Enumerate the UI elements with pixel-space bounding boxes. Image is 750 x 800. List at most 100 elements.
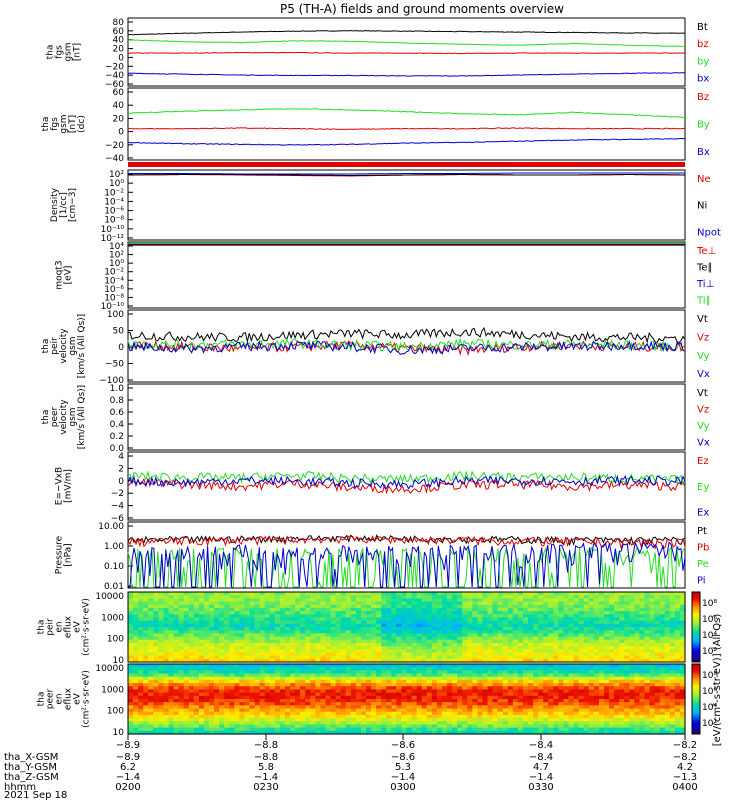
heatmap-cell — [477, 611, 484, 615]
heatmap-cell — [674, 636, 681, 641]
heatmap-cell — [163, 689, 170, 694]
heatmap-cell — [639, 598, 646, 603]
heatmap-cell — [406, 617, 413, 622]
heatmap-cell — [558, 724, 565, 729]
heatmap-cell — [416, 714, 423, 719]
heatmap-cell — [619, 595, 625, 599]
heatmap-cell — [421, 627, 428, 631]
heatmap-cell — [143, 617, 149, 622]
heatmap-cell — [609, 655, 615, 660]
heatmap-cell — [644, 686, 651, 691]
heatmap-cell — [138, 658, 144, 663]
heatmap-cell — [452, 673, 458, 678]
heatmap-cell — [528, 679, 534, 684]
heatmap-cell — [133, 708, 139, 713]
heatmap-cell — [593, 642, 600, 647]
heatmap-cell — [381, 695, 387, 700]
heatmap-cell — [431, 649, 438, 654]
heatmap-cell — [365, 658, 372, 663]
heatmap-cell — [340, 730, 347, 735]
heatmap-cell — [654, 620, 661, 625]
heatmap-cell — [340, 689, 347, 694]
heatmap-cell — [528, 711, 534, 716]
heatmap-cell — [249, 592, 256, 596]
heatmap-cell — [674, 639, 681, 644]
heatmap-cell — [193, 695, 200, 700]
heatmap-cell — [517, 692, 524, 697]
heatmap-cell — [133, 711, 139, 716]
heatmap-cell — [462, 592, 468, 596]
heatmap-cell — [295, 658, 301, 663]
heatmap-cell — [502, 614, 509, 619]
heatmap-cell — [214, 673, 220, 678]
heatmap-cell — [188, 601, 195, 606]
heatmap-cell — [649, 614, 656, 619]
heatmap-cell — [274, 724, 281, 729]
heatmap-cell — [310, 614, 316, 619]
heatmap-cell — [376, 617, 382, 622]
heatmap-cell — [649, 595, 656, 599]
heatmap-cell — [492, 714, 499, 719]
heatmap-cell — [269, 730, 276, 735]
heatmap-cell — [365, 639, 372, 644]
heatmap-cell — [128, 721, 134, 726]
heatmap-cell — [279, 730, 286, 735]
heatmap-cell — [664, 633, 671, 638]
heatmap-cell — [578, 636, 585, 641]
heatmap-cell — [441, 604, 448, 609]
heatmap-cell — [148, 673, 154, 678]
panel-frame — [127, 309, 686, 383]
heatmap-cell — [517, 636, 524, 641]
heatmap-cell — [533, 604, 539, 609]
heatmap-cell — [431, 642, 438, 647]
heatmap-cell — [391, 683, 397, 687]
heatmap-cell — [492, 611, 499, 615]
heatmap-cell — [543, 649, 549, 654]
heatmap-cell — [431, 702, 438, 706]
heatmap-cell — [401, 620, 408, 625]
heatmap-cell — [325, 649, 332, 654]
heatmap-cell — [295, 649, 301, 654]
heatmap-cell — [603, 633, 610, 638]
heatmap-cell — [209, 689, 215, 694]
heatmap-cell — [360, 721, 367, 726]
heatmap-cell — [290, 711, 296, 716]
heatmap-cell — [148, 711, 154, 716]
heatmap-cell — [619, 620, 625, 625]
heatmap-cell — [325, 639, 332, 644]
heatmap-cell — [219, 673, 225, 678]
heatmap-cell — [128, 655, 134, 660]
heatmap-cell — [624, 627, 630, 631]
heatmap-cell — [300, 705, 306, 710]
heatmap-cell — [335, 607, 342, 612]
heatmap-cell — [421, 695, 428, 700]
heatmap-cell — [538, 652, 544, 657]
heatmap-cell — [360, 670, 367, 675]
heatmap-cell — [447, 664, 453, 668]
heatmap-cell — [548, 692, 554, 697]
heatmap-cell — [447, 714, 453, 719]
heatmap-cell — [386, 658, 392, 663]
heatmap-cell — [634, 695, 641, 700]
heatmap-cell — [284, 727, 291, 732]
heatmap-cell — [325, 727, 332, 732]
heatmap-cell — [543, 595, 549, 599]
heatmap-cell — [234, 658, 240, 663]
heatmap-cell — [249, 689, 256, 694]
heatmap-cell — [153, 727, 159, 732]
heatmap-cell — [548, 627, 554, 631]
heatmap-cell — [173, 611, 180, 615]
heatmap-cell — [553, 655, 560, 660]
heatmap-cell — [290, 667, 296, 671]
heatmap-cell — [624, 601, 630, 606]
heatmap-cell — [674, 652, 681, 657]
heatmap-cell — [143, 708, 149, 713]
heatmap-cell — [269, 630, 276, 634]
heatmap-cell — [426, 699, 433, 703]
heatmap-cell — [254, 627, 261, 631]
heatmap-cell — [310, 676, 316, 681]
heatmap-cell — [269, 670, 276, 675]
ytick-label: 10⁻¹⁰ — [101, 302, 125, 312]
heatmap-cell — [603, 702, 610, 706]
heatmap-cell — [345, 607, 352, 612]
